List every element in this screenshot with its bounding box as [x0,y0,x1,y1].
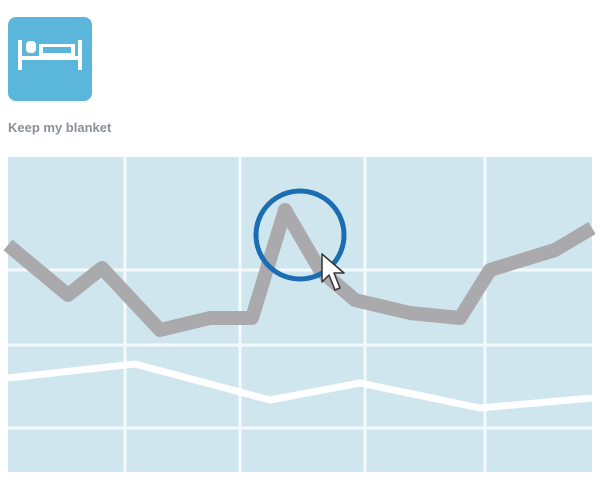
card-label: Keep my blanket [8,120,112,135]
chart-illustration [3,157,596,472]
bed-icon[interactable] [8,17,92,101]
